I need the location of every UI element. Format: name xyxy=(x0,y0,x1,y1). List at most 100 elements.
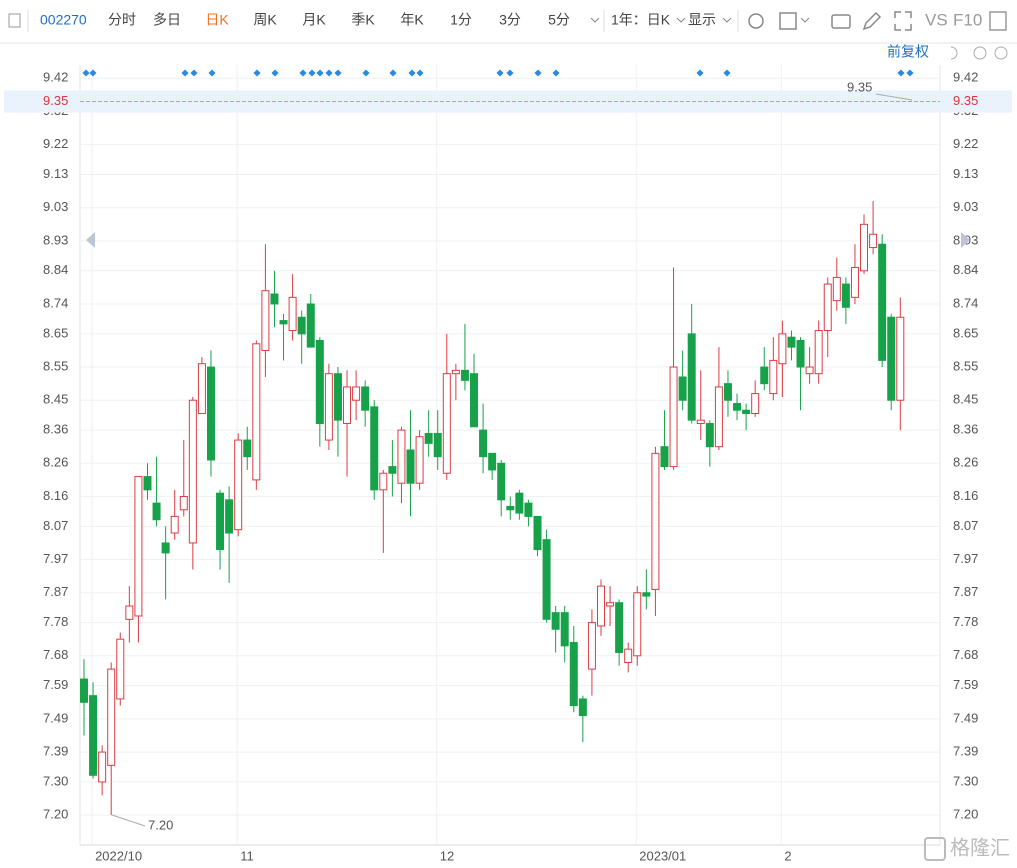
signal-marker xyxy=(389,69,397,77)
candle-body xyxy=(751,393,760,415)
period-select[interactable]: 1年：日K xyxy=(611,12,671,28)
tab[interactable]: 3分 xyxy=(499,12,521,28)
candle-body xyxy=(569,642,578,707)
candle-body xyxy=(234,439,243,531)
y-tick-label: 8.26 xyxy=(43,455,68,470)
tab[interactable]: 5分 xyxy=(548,12,570,28)
adjust-select[interactable]: 前复权 xyxy=(887,44,929,60)
candle-body xyxy=(297,316,306,335)
y-tick-label: 9.42 xyxy=(43,70,68,85)
candle-body xyxy=(107,668,116,766)
x-tick-label: 11 xyxy=(240,848,254,863)
y-tick-label: 8.16 xyxy=(43,488,68,503)
dropdown-arrow[interactable] xyxy=(800,17,810,23)
y-tick-label-right: 7.30 xyxy=(953,773,978,788)
signal-marker xyxy=(308,69,316,77)
signal-marker xyxy=(253,69,261,77)
signal-marker xyxy=(408,69,416,77)
tab[interactable]: 年K xyxy=(400,12,424,28)
y-tick-label: 7.49 xyxy=(43,710,68,725)
dropdown-arrow[interactable] xyxy=(590,17,600,23)
signal-marker xyxy=(534,69,542,77)
scroll-right[interactable] xyxy=(961,232,970,248)
y-tick-label-right: 9.13 xyxy=(953,166,978,181)
candle-body xyxy=(524,502,533,517)
fullscreen-icon[interactable] xyxy=(894,11,912,31)
candle-body xyxy=(615,602,624,653)
y-tick-label-right: 7.68 xyxy=(953,647,978,662)
candle-body xyxy=(197,363,206,415)
vs-button[interactable]: VS xyxy=(925,10,948,29)
y-tick-label: 7.59 xyxy=(43,677,68,692)
f10-button[interactable]: F10 xyxy=(953,10,982,29)
annotation-leader xyxy=(875,93,913,101)
candle-body xyxy=(696,419,705,424)
tab[interactable]: 1分 xyxy=(450,12,472,28)
reset-icon[interactable] xyxy=(950,46,958,60)
color-icon[interactable] xyxy=(779,12,797,30)
signal-marker xyxy=(299,69,307,77)
tab[interactable]: 多日 xyxy=(153,12,181,28)
candle-body xyxy=(515,492,524,514)
candle-body xyxy=(424,432,433,444)
candle-body xyxy=(261,290,270,351)
candle-body xyxy=(370,406,379,491)
y-tick-label: 9.03 xyxy=(43,199,68,214)
candle-body xyxy=(379,472,388,491)
candle-body xyxy=(723,383,732,401)
y-tick-label: 7.68 xyxy=(43,647,68,662)
tab[interactable]: 月K xyxy=(302,12,326,28)
tab[interactable]: 日K xyxy=(205,12,229,28)
candle-body xyxy=(315,339,324,424)
candle-body xyxy=(170,515,179,534)
settings-icon[interactable] xyxy=(748,13,764,29)
y-tick-label-right: 9.22 xyxy=(953,136,978,151)
y-tick-label-right: 7.59 xyxy=(953,677,978,692)
x-tick-label: 2023/01 xyxy=(639,848,686,863)
signal-marker xyxy=(316,69,324,77)
y-tick-label-right: 8.26 xyxy=(953,455,978,470)
candle-body xyxy=(687,333,696,421)
tab[interactable]: 季K xyxy=(351,12,375,28)
y-tick-label: 8.93 xyxy=(43,232,68,247)
signal-marker xyxy=(362,69,370,77)
candle-body xyxy=(479,429,488,458)
scroll-left[interactable] xyxy=(86,232,95,248)
tab[interactable]: 分时 xyxy=(108,12,136,28)
candle-body xyxy=(188,399,197,544)
candle-body xyxy=(488,452,497,471)
candle-body xyxy=(678,376,687,401)
candle-body xyxy=(206,366,215,461)
signal-marker xyxy=(496,69,504,77)
tab[interactable]: 周K xyxy=(253,12,277,28)
toolbar-icon[interactable] xyxy=(8,13,21,28)
zoom-out-icon[interactable] xyxy=(973,46,987,60)
signal-marker xyxy=(82,69,90,77)
y-tick-label: 7.20 xyxy=(43,807,68,822)
signal-marker xyxy=(334,69,342,77)
candle-body xyxy=(279,320,288,325)
annotation: 7.20 xyxy=(148,817,173,832)
candle-body xyxy=(760,366,769,385)
panel-icon[interactable] xyxy=(989,11,1007,31)
draw-icon[interactable] xyxy=(862,11,882,31)
stock-code[interactable]: 002270 xyxy=(40,12,87,28)
zoom-in-icon[interactable] xyxy=(994,46,1008,60)
candle-body xyxy=(787,336,796,348)
candle-body xyxy=(243,439,252,458)
y-tick-label: 8.07 xyxy=(43,518,68,533)
display-select[interactable]: 显示 xyxy=(688,12,716,28)
signal-marker xyxy=(897,69,905,77)
y-tick-label: 8.36 xyxy=(43,422,68,437)
y-tick-label-right: 9.42 xyxy=(953,70,978,85)
y-tick-label-right: 8.07 xyxy=(953,518,978,533)
y-tick-label: 8.74 xyxy=(43,295,68,310)
dropdown-arrow[interactable] xyxy=(676,17,686,23)
signal-marker xyxy=(506,69,514,77)
signal-marker xyxy=(325,69,333,77)
candle-body xyxy=(433,432,442,458)
dropdown-arrow[interactable] xyxy=(722,17,732,23)
candle-body xyxy=(896,316,905,401)
camera-icon[interactable] xyxy=(831,14,851,29)
